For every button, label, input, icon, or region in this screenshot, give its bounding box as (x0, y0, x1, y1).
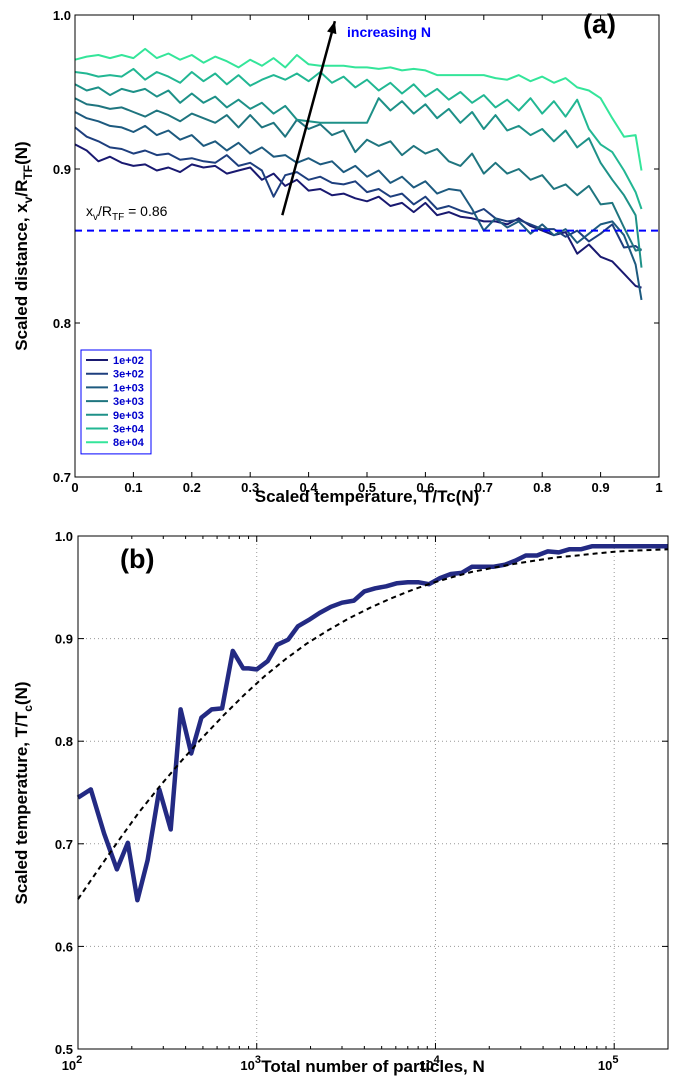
x-tick-label: 102 (62, 1054, 83, 1073)
legend-entry-label: 3e+04 (113, 424, 145, 436)
reference-line-label: xv/RTF = 0.86 (86, 203, 168, 223)
panel-a-ylabel: Scaled distance, xv/RTF(N) (12, 141, 35, 350)
fit-curve-dashed (77, 548, 669, 900)
panel-b: 0.5 0.6 0.7 0.8 0.9 1.0 102 103 104 105 Total num… (12, 529, 669, 1076)
x-tick-label: 0.5 (358, 480, 376, 495)
x-tick-label: 0.8 (533, 480, 551, 495)
x-tick-label: 0.3 (241, 480, 259, 495)
panel-b-plot (76, 544, 669, 903)
increasing-n-arrow (281, 20, 337, 216)
series-line-9e+03 (74, 83, 643, 268)
series-line-3e+04 (74, 67, 643, 210)
series-line-8e+04 (74, 47, 643, 171)
data-line (76, 544, 668, 903)
legend-entry-label: 1e+02 (113, 355, 144, 367)
increasing-n-arrowhead (327, 21, 337, 35)
legend-entry-label: 3e+03 (113, 396, 144, 408)
panel-a-plot (74, 20, 659, 301)
panel-a-xlabel: Scaled temperature, T/Tc(N) (255, 487, 480, 506)
x-tick-label: 0.1 (124, 480, 142, 495)
legend-entry-label: 1e+03 (113, 382, 144, 394)
series-line-3e+03 (74, 97, 642, 252)
panel-b-ticks: 0.5 0.6 0.7 0.8 0.9 1.0 102 103 104 105 (55, 529, 669, 1073)
legend-entry-label: 9e+03 (113, 410, 144, 422)
x-tick-label: 0.6 (416, 480, 434, 495)
panel-a: 0 0.1 0.2 0.3 0.4 0.5 0.6 0.7 0.8 0.9 1 0.7 0.8 0.9 1.… (12, 8, 663, 506)
y-tick-label: 0.9 (55, 632, 73, 647)
y-tick-label: 1.0 (53, 8, 71, 23)
x-tick-label: 0.2 (183, 480, 201, 495)
panel-b-grid (78, 536, 668, 1049)
x-tick-label: 0 (71, 480, 78, 495)
y-tick-label: 0.8 (55, 734, 73, 749)
series-line-3e+02 (74, 126, 643, 252)
x-tick-label: 105 (598, 1054, 619, 1073)
legend-entry-label: 8e+04 (113, 437, 145, 449)
y-tick-label: 0.8 (53, 316, 71, 331)
y-tick-label: 0.6 (55, 939, 73, 954)
legend-entry-label: 3e+02 (113, 369, 144, 381)
panel-b-ylabel: Scaled temperature, T/Tc(N) (12, 681, 35, 904)
y-tick-label: 0.7 (55, 837, 73, 852)
panel-b-axes-frame (77, 535, 669, 1050)
panel-b-xlabel: Total number of particles, N (261, 1057, 485, 1076)
x-tick-label: 0.4 (300, 480, 319, 495)
y-tick-label: 0.7 (53, 470, 71, 485)
x-tick-label: 0.7 (475, 480, 493, 495)
y-tick-label: 1.0 (55, 529, 73, 544)
y-tick-label: 0.9 (53, 162, 71, 177)
series-line-1e+03 (74, 111, 643, 301)
panel-a-label: (a) (583, 9, 616, 39)
x-tick-label: 0.9 (592, 480, 610, 495)
panel-a-ticks: 0 0.1 0.2 0.3 0.4 0.5 0.6 0.7 0.8 0.9 1 0.7 0.8 0.9 1.… (53, 8, 663, 495)
panel-b-label: (b) (120, 544, 154, 574)
x-tick-label: 103 (240, 1054, 261, 1073)
x-tick-label: 1 (655, 480, 662, 495)
y-tick-label: 0.5 (55, 1042, 73, 1057)
x-tick-label: 104 (419, 1054, 440, 1073)
increasing-n-annotation: increasing N (347, 24, 431, 40)
